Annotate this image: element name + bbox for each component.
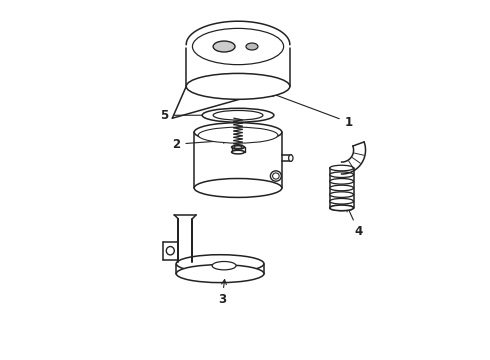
Ellipse shape <box>330 179 354 184</box>
Ellipse shape <box>166 247 174 255</box>
Ellipse shape <box>330 205 354 211</box>
Ellipse shape <box>213 111 263 120</box>
Ellipse shape <box>272 173 279 179</box>
Ellipse shape <box>289 155 293 161</box>
Ellipse shape <box>176 255 264 273</box>
Ellipse shape <box>330 198 354 204</box>
Ellipse shape <box>213 41 235 52</box>
Ellipse shape <box>198 127 278 143</box>
Ellipse shape <box>330 172 354 177</box>
Ellipse shape <box>232 150 245 154</box>
Ellipse shape <box>212 261 236 270</box>
Ellipse shape <box>193 28 284 65</box>
Ellipse shape <box>330 205 354 211</box>
Ellipse shape <box>232 145 245 149</box>
Ellipse shape <box>330 192 354 197</box>
Ellipse shape <box>330 185 354 191</box>
Ellipse shape <box>270 171 281 181</box>
Text: 2: 2 <box>172 138 228 150</box>
Text: 1: 1 <box>270 92 353 129</box>
Ellipse shape <box>176 265 264 283</box>
Text: 3: 3 <box>218 280 226 306</box>
Ellipse shape <box>186 73 290 99</box>
Text: 4: 4 <box>347 207 363 238</box>
Ellipse shape <box>330 165 354 171</box>
Text: 5: 5 <box>160 109 209 122</box>
Ellipse shape <box>246 43 258 50</box>
Ellipse shape <box>202 108 274 122</box>
Ellipse shape <box>234 146 242 148</box>
Ellipse shape <box>194 179 282 197</box>
Ellipse shape <box>194 123 282 141</box>
